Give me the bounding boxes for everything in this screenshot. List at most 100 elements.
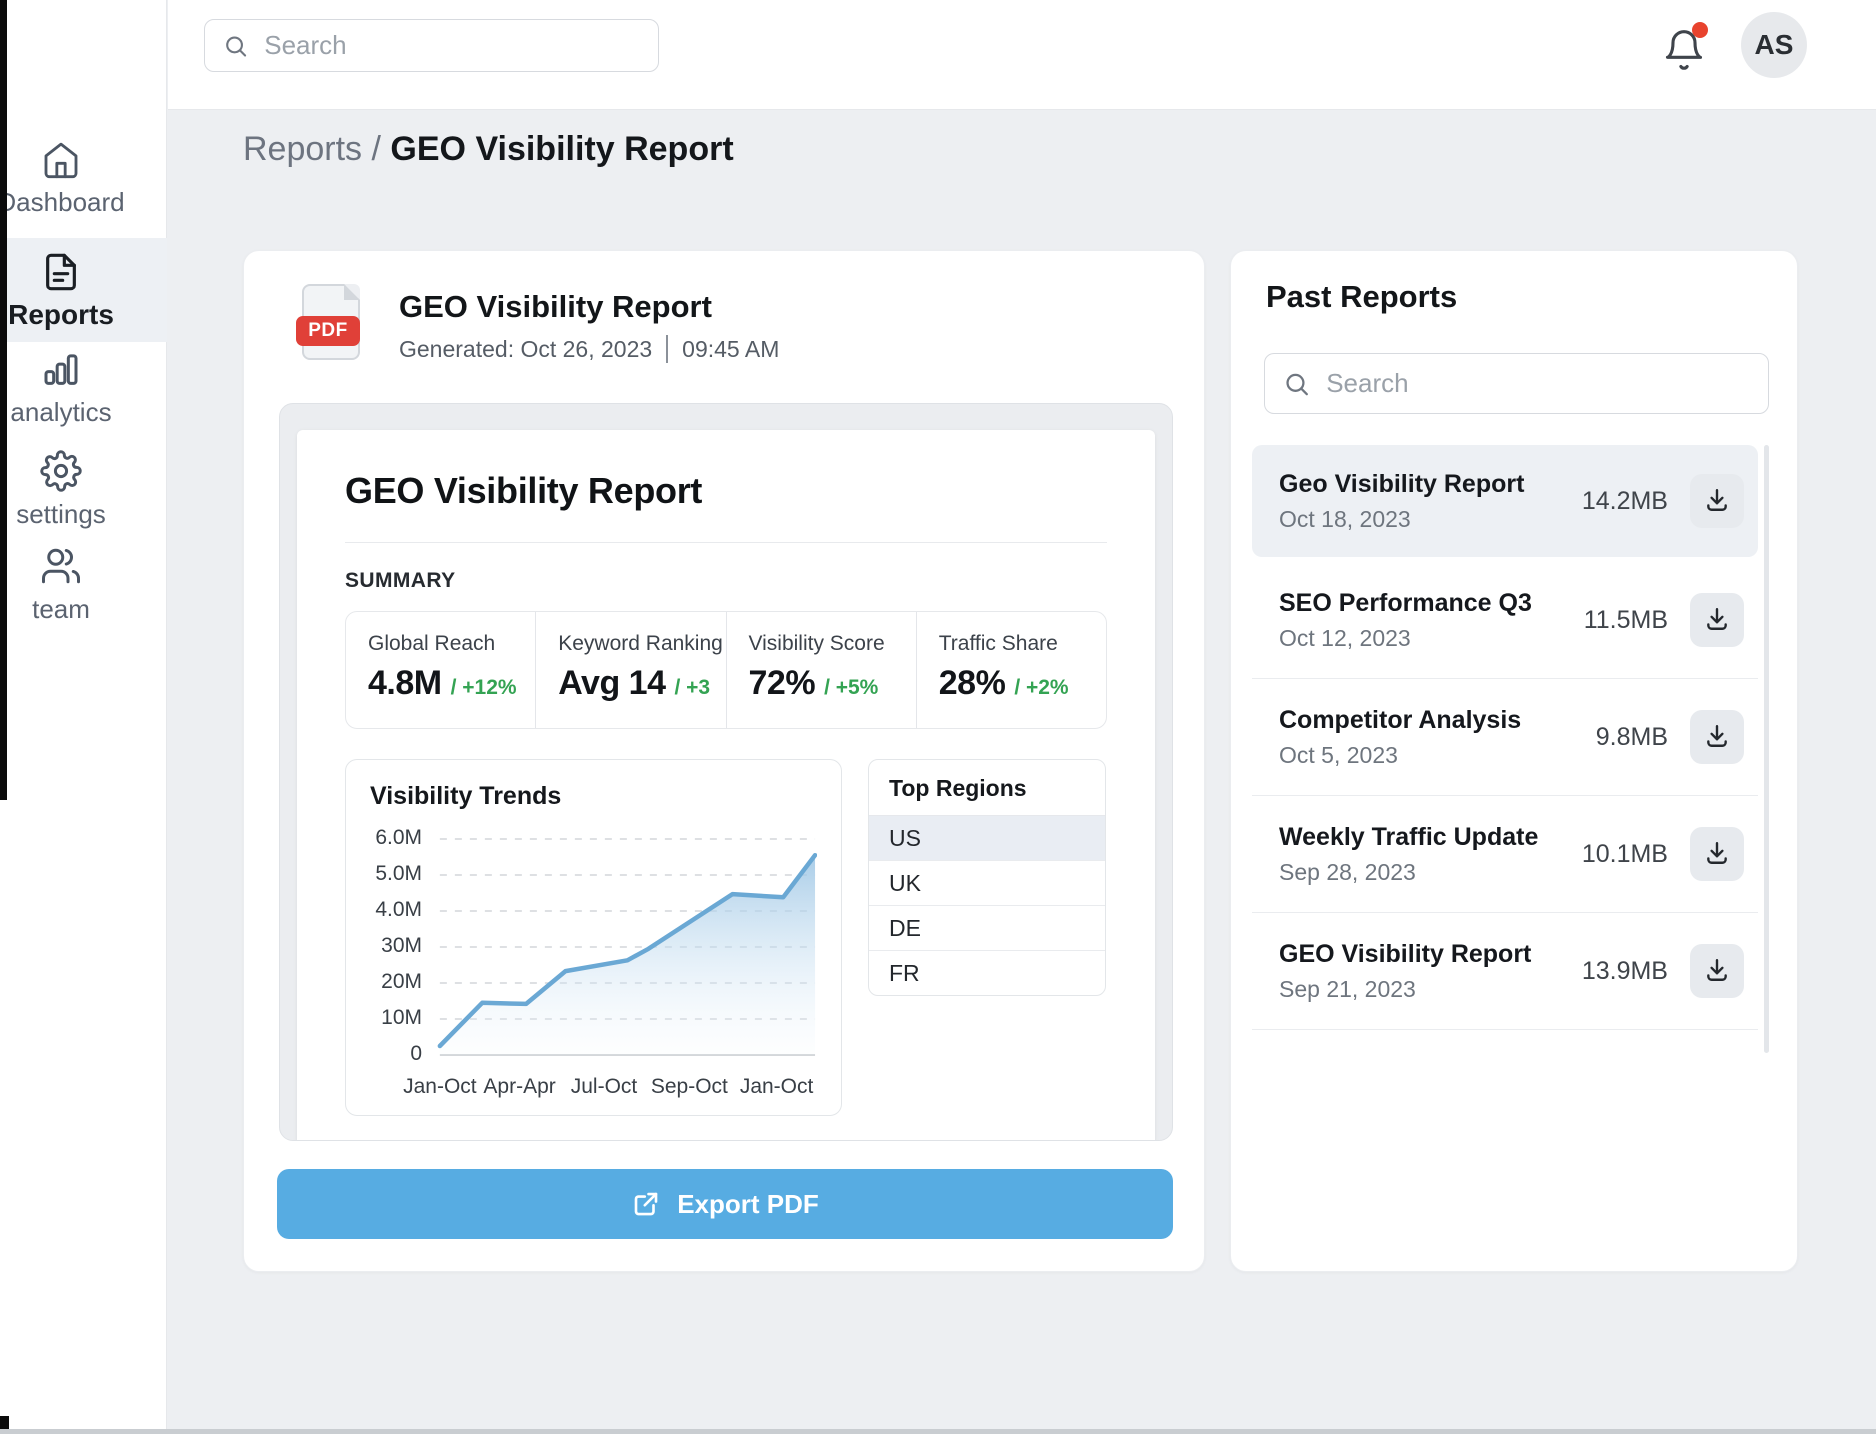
- top-header: AS: [168, 0, 1876, 110]
- breadcrumb-current: GEO Visibility Report: [390, 130, 734, 168]
- past-report-info: GEO Visibility Report Sep 21, 2023: [1279, 940, 1582, 1003]
- area-fill: [439, 855, 816, 1055]
- breadcrumb-section[interactable]: Reports: [243, 130, 363, 168]
- notifications-button[interactable]: [1662, 22, 1708, 76]
- past-report-date: Sep 21, 2023: [1279, 975, 1416, 1002]
- download-button[interactable]: [1690, 827, 1744, 881]
- past-reports-title: Past Reports: [1266, 279, 1458, 314]
- past-report-row[interactable]: SEO Performance Q3 Oct 12, 2023 11.5MB: [1252, 562, 1758, 679]
- past-report-row[interactable]: GEO Visibility Report Sep 21, 2023 13.9MB: [1252, 913, 1758, 1030]
- download-button[interactable]: [1690, 593, 1744, 647]
- avatar[interactable]: AS: [1741, 12, 1807, 78]
- summary-heading: SUMMARY: [345, 569, 456, 592]
- preview-divider: [345, 542, 1107, 543]
- trend-line: [440, 855, 815, 1046]
- metric-global-reach: Global Reach 4.8M / +12%: [346, 612, 535, 728]
- past-report-row[interactable]: Competitor Analysis Oct 5, 2023 9.8MB: [1252, 679, 1758, 796]
- past-report-size: 9.8MB: [1595, 722, 1668, 751]
- download-icon: [1704, 957, 1730, 986]
- area-chart-plot: [434, 827, 817, 1067]
- region-row-fr[interactable]: FR: [889, 960, 920, 986]
- users-icon: [40, 545, 82, 587]
- sidebar-item-settings[interactable]: settings: [0, 450, 167, 530]
- y-tick-label: 6.0M: [375, 826, 422, 849]
- region-row-uk[interactable]: UK: [869, 861, 1105, 906]
- past-report-size: 13.9MB: [1581, 956, 1668, 985]
- past-report-size: 10.1MB: [1581, 839, 1668, 868]
- sidebar-item-content: team: [0, 545, 122, 625]
- past-report-info: Geo Visibility Report Oct 18, 2023: [1279, 470, 1582, 533]
- metric-delta: / +2%: [1014, 676, 1069, 699]
- pdf-file-icon: PDF: [296, 284, 366, 360]
- metric-value-line: 72% / +5%: [749, 664, 916, 703]
- metric-delta: / +3: [674, 676, 711, 699]
- external-link-icon: [634, 1192, 658, 1216]
- past-report-info: SEO Performance Q3 Oct 12, 2023: [1279, 589, 1584, 652]
- past-report-title: Weekly Traffic Update: [1279, 822, 1539, 851]
- past-reports-search[interactable]: [1264, 353, 1769, 414]
- metric-value-line: Avg 14 / +3: [558, 664, 725, 703]
- generated-date: Generated: Oct 26, 2023: [399, 335, 653, 362]
- report-generated-meta: Generated: Oct 26, 2023 09:45 AM: [399, 335, 779, 363]
- past-report-date: Oct 12, 2023: [1279, 624, 1411, 651]
- metric-value: 4.8M: [368, 664, 442, 702]
- metric-value: 72%: [748, 664, 816, 702]
- home-icon: [41, 140, 81, 180]
- sidebar-item-dashboard[interactable]: Dashboard: [0, 140, 167, 218]
- global-search[interactable]: [204, 19, 659, 72]
- y-tick-label: 20M: [381, 970, 422, 993]
- global-search-input[interactable]: [264, 30, 640, 61]
- export-pdf-button[interactable]: Export PDF: [277, 1169, 1173, 1239]
- region-row-de[interactable]: DE: [869, 906, 1105, 951]
- breadcrumb: Reports / GEO Visibility Report: [243, 130, 734, 169]
- sidebar-item-reports[interactable]: Reports: [0, 238, 167, 342]
- past-reports-search-input[interactable]: [1326, 368, 1750, 399]
- download-icon: [1704, 487, 1730, 516]
- past-report-title: Competitor Analysis: [1279, 705, 1522, 734]
- screen-edge-artifact: [0, 1416, 9, 1434]
- report-title: GEO Visibility Report: [399, 289, 712, 324]
- bell-icon: [1665, 30, 1703, 70]
- past-report-info: Competitor Analysis Oct 5, 2023: [1279, 706, 1596, 769]
- pdf-fold-corner: [344, 284, 360, 300]
- pdf-preview-page: GEO Visibility Report SUMMARY Global Rea…: [297, 430, 1155, 1140]
- metric-value-line: 4.8M / +12%: [368, 664, 535, 703]
- region-row-us[interactable]: US: [869, 816, 1105, 861]
- y-tick-label: 10M: [381, 1006, 422, 1029]
- sidebar-item-content: Dashboard: [0, 140, 125, 218]
- past-report-date: Oct 18, 2023: [1279, 505, 1411, 532]
- metric-label: Global Reach: [368, 632, 496, 655]
- trend-chart: 6.0M 5.0M 4.0M 30M 20M 10M 0: [370, 826, 817, 1067]
- x-tick-label: Jan-Oct: [739, 1075, 814, 1098]
- download-button[interactable]: [1690, 944, 1744, 998]
- past-report-info: Weekly Traffic Update Sep 28, 2023: [1279, 823, 1582, 886]
- past-report-row[interactable]: Geo Visibility Report Oct 18, 2023 14.2MB: [1252, 445, 1758, 557]
- download-icon: [1704, 606, 1730, 635]
- download-button[interactable]: [1690, 474, 1744, 528]
- sidebar-item-analytics[interactable]: analytics: [0, 350, 167, 428]
- sidebar-item-label: settings: [16, 499, 106, 529]
- metric-keyword-ranking: Keyword Ranking Avg 14 / +3: [535, 612, 725, 728]
- search-icon: [1286, 373, 1308, 395]
- past-reports-list: Geo Visibility Report Oct 18, 2023 14.2MB S…: [1252, 445, 1758, 1030]
- x-tick-label: Jan-Oct: [403, 1075, 477, 1098]
- y-tick-label: 0: [410, 1042, 422, 1065]
- chart-y-axis-labels: 6.0M 5.0M 4.0M 30M 20M 10M 0: [370, 826, 434, 1067]
- gear-icon: [40, 450, 82, 492]
- sidebar-item-team[interactable]: team: [0, 545, 167, 625]
- past-report-row[interactable]: Weekly Traffic Update Sep 28, 2023 10.1MB: [1252, 796, 1758, 913]
- x-tick-label: Sep-Oct: [650, 1075, 728, 1098]
- screen-edge-artifact: [0, 1429, 1876, 1434]
- download-button[interactable]: [1690, 710, 1744, 764]
- breadcrumb-slash: /: [371, 130, 381, 168]
- notification-dot: [1692, 22, 1708, 38]
- list-scrollbar[interactable]: [1764, 445, 1769, 1053]
- sidebar-item-label: analytics: [10, 397, 112, 427]
- sidebar-item-label: Dashboard: [0, 187, 125, 217]
- past-report-title: Geo Visibility Report: [1279, 469, 1525, 498]
- y-tick-label: 4.0M: [375, 898, 422, 921]
- y-tick-label: 30M: [381, 934, 422, 957]
- generated-time: 09:45 AM: [682, 335, 780, 362]
- preview-widgets-row: Visibility Trends 6.0M 5.0M 4.0M 30M 20M 10M 0…: [345, 759, 1107, 1116]
- download-icon: [1704, 840, 1730, 869]
